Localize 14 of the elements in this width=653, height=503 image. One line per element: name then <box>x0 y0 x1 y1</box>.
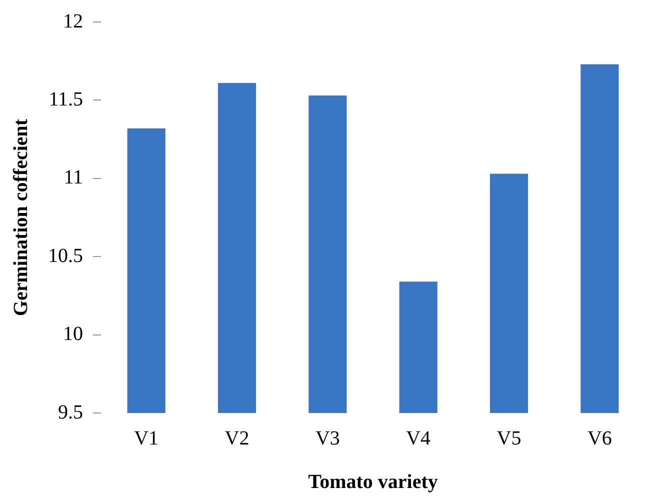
x-axis-title: Tomato variety <box>308 471 438 494</box>
x-tick-label: V5 <box>496 427 522 450</box>
y-tick-label: 9.5 <box>58 401 83 424</box>
y-tick-label: 10.5 <box>48 244 83 267</box>
x-tick-label: V2 <box>224 427 250 450</box>
y-tick-label: 10 <box>63 323 83 346</box>
x-tick-label: V4 <box>406 427 431 450</box>
y-tick-label: 11 <box>64 166 83 189</box>
x-tick-label: V3 <box>315 427 340 450</box>
x-tick-label: V6 <box>587 427 612 450</box>
x-tick-label: V1 <box>134 427 159 450</box>
y-tick-label: 12 <box>63 10 83 32</box>
y-axis-title: Germination coffecient <box>10 118 32 316</box>
y-tick-label: 11.5 <box>48 88 83 110</box>
